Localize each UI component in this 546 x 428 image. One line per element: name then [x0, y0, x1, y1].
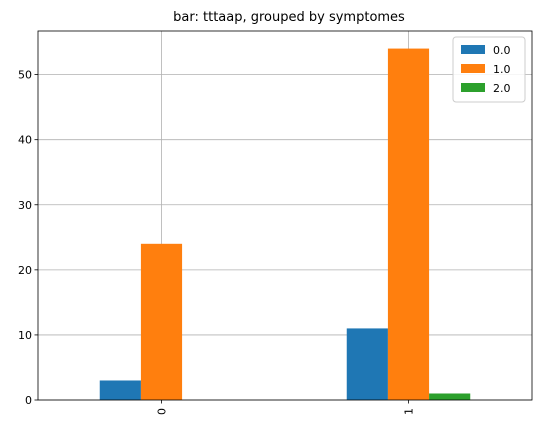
- bar-series-1-0-category-1: [387, 48, 430, 400]
- legend-swatch: [461, 64, 485, 73]
- bar-series-0-0-category-0: [99, 380, 141, 400]
- y-tick-label: 0: [25, 394, 32, 407]
- x-tick-label: 0: [156, 408, 169, 415]
- bar-series-2-0-category-1: [429, 393, 471, 400]
- chart-title: bar: tttaap, grouped by symptomes: [173, 10, 405, 25]
- legend-swatch: [461, 83, 485, 92]
- plot-frame: [37, 30, 533, 401]
- y-tick-label: 20: [18, 264, 32, 277]
- legend-label: 0.0: [493, 44, 511, 57]
- axes: 0 10 20 30 40 50 0 1: [18, 30, 533, 415]
- x-tick-label: 1: [403, 408, 416, 415]
- y-tick-label: 50: [18, 69, 32, 82]
- bars: [99, 48, 471, 400]
- y-tick-label: 40: [18, 134, 32, 147]
- legend-swatch: [461, 45, 485, 54]
- legend: 0.0 1.0 2.0: [452, 36, 526, 103]
- y-tick-label: 30: [18, 199, 32, 212]
- bar-series-0-0-category-1: [346, 328, 388, 400]
- bar-series-1-0-category-0: [140, 243, 183, 400]
- y-tick-label: 10: [18, 329, 32, 342]
- legend-label: 2.0: [493, 82, 511, 95]
- grid-lines: [38, 31, 532, 401]
- legend-label: 1.0: [493, 63, 511, 76]
